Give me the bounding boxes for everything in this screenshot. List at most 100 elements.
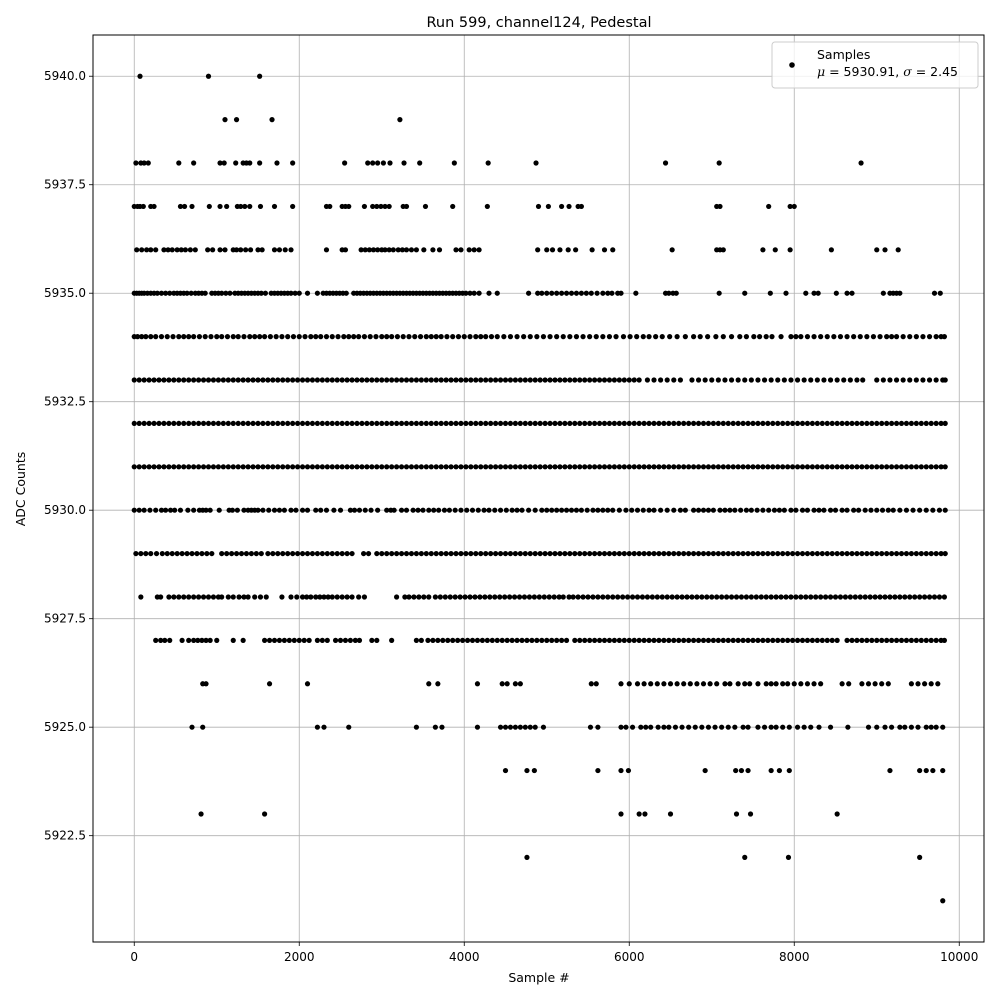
data-point — [184, 550, 190, 557]
data-point — [592, 464, 598, 470]
data-point — [399, 247, 405, 253]
data-point — [151, 420, 157, 427]
data-point — [933, 420, 939, 427]
data-point — [507, 377, 514, 383]
data-point — [354, 377, 360, 383]
data-point — [138, 550, 144, 557]
data-point — [151, 464, 157, 470]
data-point — [923, 420, 929, 427]
data-point — [176, 464, 182, 470]
data-point — [616, 420, 622, 427]
data-point — [793, 507, 799, 513]
data-point — [882, 247, 888, 253]
data-point — [483, 334, 489, 340]
data-point — [258, 550, 264, 557]
data-point — [776, 507, 783, 513]
data-point — [422, 203, 429, 210]
data-point — [860, 377, 866, 383]
data-point — [705, 507, 712, 513]
data-point — [824, 550, 830, 557]
data-point — [903, 637, 910, 643]
data-point — [874, 724, 880, 730]
data-point — [181, 464, 187, 470]
data-point — [626, 681, 632, 687]
data-point — [661, 681, 667, 687]
data-point — [890, 507, 896, 513]
data-point — [691, 550, 697, 557]
data-point — [592, 377, 598, 383]
data-point — [766, 203, 772, 210]
legend: Samples μ = 5930.91, σ = 2.45 — [771, 41, 979, 89]
data-point — [403, 464, 410, 470]
data-point — [844, 420, 850, 427]
data-point — [473, 550, 479, 557]
data-point — [271, 247, 278, 253]
data-point — [841, 377, 847, 383]
data-point — [463, 377, 469, 383]
data-point — [526, 507, 532, 513]
data-point — [844, 464, 850, 470]
data-point — [557, 550, 563, 557]
data-point — [131, 464, 137, 470]
data-point — [321, 594, 327, 600]
chart-title: Run 599, channel124, Pedestal — [426, 15, 651, 31]
data-point — [219, 290, 225, 296]
data-point — [727, 507, 733, 513]
data-point — [713, 334, 719, 340]
data-point — [394, 377, 400, 383]
data-point — [895, 247, 901, 253]
data-point — [148, 334, 154, 340]
data-point — [938, 464, 944, 470]
data-point — [512, 724, 519, 730]
data-point — [565, 247, 571, 253]
data-point — [562, 377, 568, 383]
data-point — [745, 724, 751, 730]
data-point — [750, 550, 756, 557]
data-point — [592, 550, 598, 557]
data-point — [275, 550, 281, 557]
data-point — [814, 377, 820, 383]
data-point — [493, 464, 499, 470]
data-point — [359, 377, 365, 383]
data-point — [187, 247, 193, 253]
data-point — [714, 594, 720, 600]
data-point — [787, 203, 793, 210]
data-point — [133, 550, 139, 557]
data-point — [742, 290, 748, 296]
data-point — [158, 290, 165, 296]
data-point — [309, 464, 316, 470]
data-point — [323, 247, 330, 253]
data-point — [441, 507, 448, 513]
data-point — [753, 594, 759, 600]
data-point — [794, 724, 801, 730]
data-point — [908, 550, 915, 557]
data-point — [403, 507, 410, 513]
data-point — [728, 377, 735, 383]
x-tick-label: 4000 — [449, 950, 480, 964]
data-point — [302, 334, 308, 340]
data-point — [793, 594, 799, 600]
data-point — [136, 507, 142, 513]
data-point — [787, 247, 793, 253]
data-point — [488, 334, 495, 340]
data-point — [918, 420, 924, 427]
data-point — [893, 334, 900, 340]
data-point — [391, 507, 397, 513]
data-point — [313, 594, 319, 600]
data-point — [846, 681, 852, 687]
data-point — [646, 550, 652, 557]
data-point — [308, 594, 314, 600]
data-point — [727, 681, 733, 687]
data-point — [735, 550, 741, 557]
data-point — [865, 724, 872, 730]
data-point — [387, 160, 393, 166]
data-point — [522, 420, 528, 427]
data-point — [219, 594, 225, 600]
data-point — [241, 594, 247, 600]
data-point — [131, 377, 137, 383]
data-point — [469, 637, 476, 643]
data-point — [356, 594, 362, 600]
data-point — [935, 681, 941, 687]
data-point — [682, 507, 688, 513]
data-point — [702, 767, 708, 774]
